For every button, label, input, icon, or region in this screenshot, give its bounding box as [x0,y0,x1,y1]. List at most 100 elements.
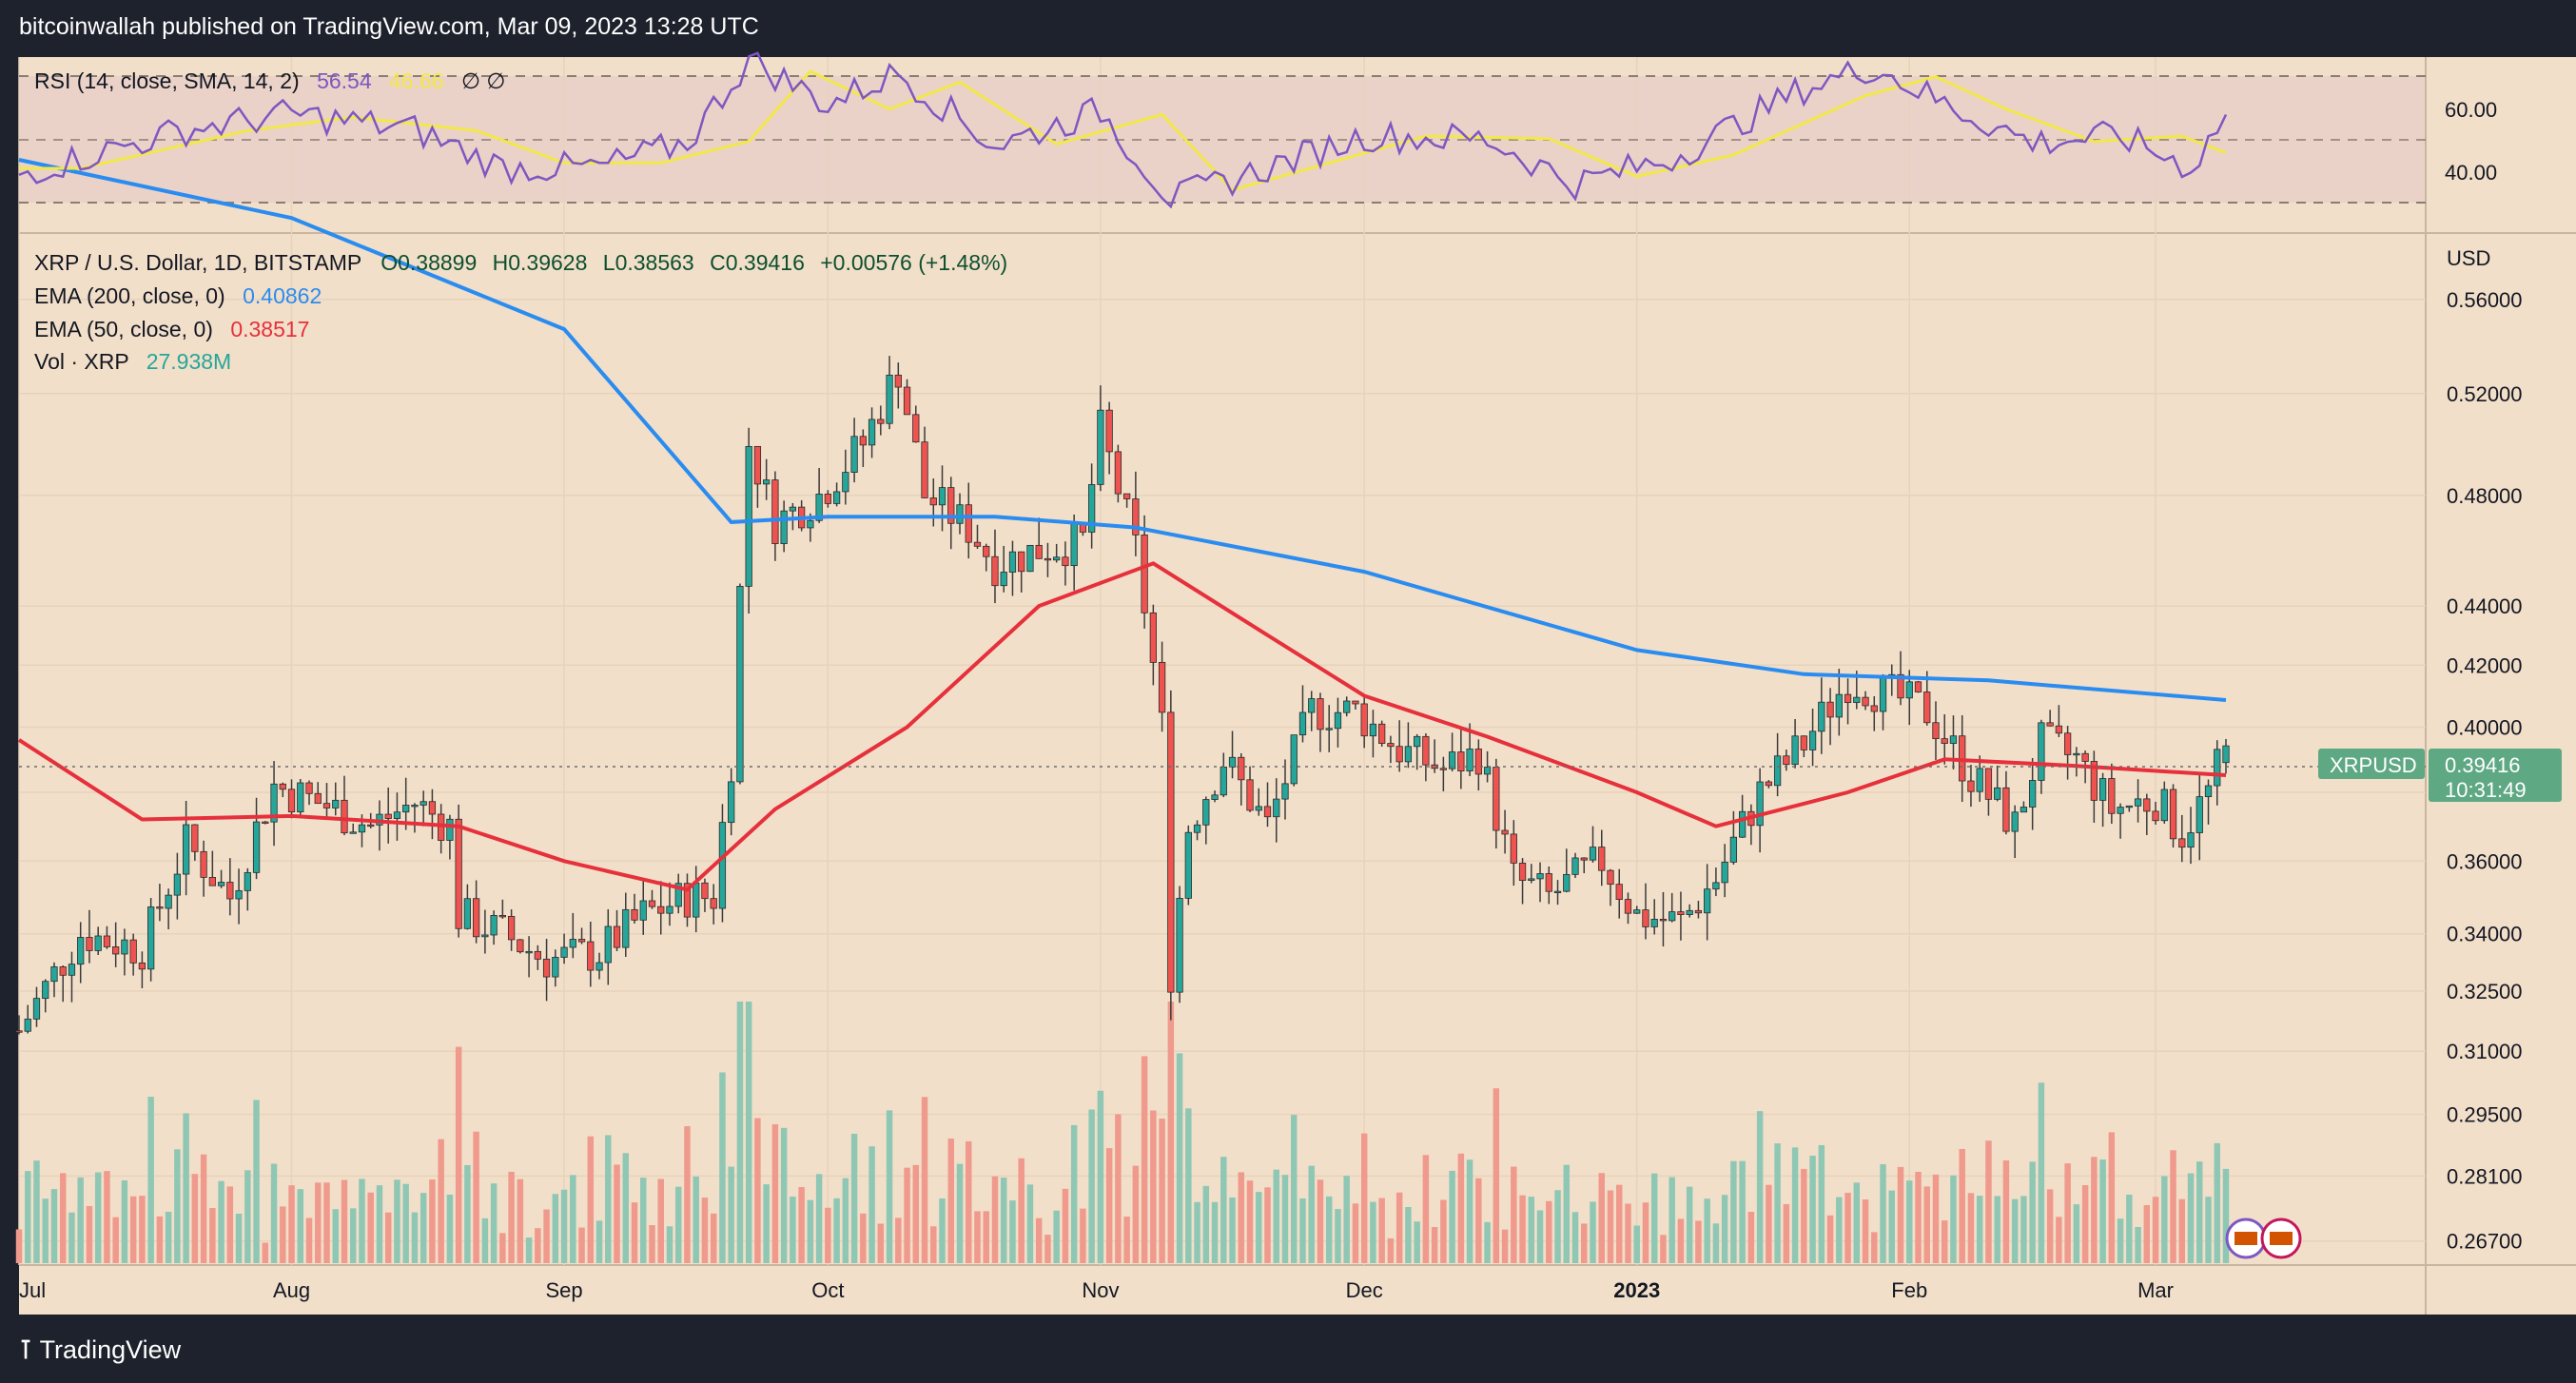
candle-body [1317,698,1324,730]
candle-body [1378,723,1386,744]
time-tick-label: Dec [1346,1278,1383,1302]
candle-body [2046,722,2054,727]
price-tick-label: 0.42000 [2447,653,2523,677]
volume-bar [1528,1197,1535,1263]
candle-body [200,850,207,878]
candle-body [674,883,682,907]
volume-bar [1026,1184,1034,1263]
volume-bar [939,1198,946,1263]
time-tick-label: Sep [545,1278,582,1302]
candle-body [173,873,182,896]
candle-body [736,585,744,783]
candle-body [1642,909,1649,927]
candlesticks [15,356,2230,1035]
volume-bar [1018,1158,1025,1263]
footer: ⊺ TradingView [0,1315,2576,1383]
volume-bar [1862,1199,1869,1263]
volume-bar [815,1174,823,1263]
candle-body [1563,873,1571,892]
candle-body [1976,768,1983,792]
candle-body [2195,796,2203,833]
volume-bar [86,1206,93,1263]
volume-bar [745,1002,752,1263]
price-scale[interactable] [2426,57,2576,1315]
candle-body [1897,673,1904,699]
volume-bar [1932,1174,1940,1263]
volume-bar [1739,1160,1746,1263]
candle-body [1738,810,1747,838]
candle-body [2002,787,2010,832]
legend-symbol: XRP / U.S. Dollar, 1D, BITSTAMP [34,250,361,275]
candle-body [32,998,41,1020]
legend-ohlc: XRP / U.S. Dollar, 1D, BITSTAMP O0.38899… [34,250,1007,275]
time-tick-label: Oct [811,1278,844,1302]
candle-body [1721,861,1728,884]
candle-body [165,894,172,909]
legend-open: O0.38899 [381,250,477,275]
time-axis[interactable]: Jul Aug Sep Oct Nov Dec 2023 Feb Mar [19,1278,2174,1302]
candle-body [2222,745,2230,764]
candle-body [718,822,727,909]
volume-bar [877,1223,885,1263]
volume-bar [2187,1173,2195,1263]
volume-bar [807,1199,814,1263]
volume-bar [1967,1193,1975,1263]
volume-bar [402,1183,409,1263]
candle-body [1149,612,1157,663]
price-tag-box [2429,749,2562,802]
legend-ema50-value: 0.38517 [230,317,309,341]
candle-body [349,831,357,834]
volume-bar [33,1160,40,1263]
volume-bar [614,1164,620,1263]
candle-body [208,877,216,886]
volume-bar [112,1217,119,1263]
volume-bar [1105,1148,1113,1263]
volume-bar [1809,1156,1816,1263]
volume-bar [104,1171,110,1263]
volume-bar [860,1213,867,1263]
candle-body [1439,768,1448,770]
candle-body [666,906,673,914]
candle-body [850,436,858,473]
candle-body [1553,890,1562,894]
legend-ema200-value: 0.40862 [243,283,322,308]
volume-bar [411,1212,419,1263]
candle-body [507,915,516,941]
volume-bar [974,1211,981,1263]
candle-body [411,805,419,808]
volume-bar [68,1212,75,1263]
volume-bar [1150,1110,1157,1263]
volume-bar [1123,1217,1130,1263]
candle-body [1466,749,1473,771]
candle-body [262,821,269,824]
candle-body [1167,711,1175,993]
candle-body [2073,752,2080,756]
tradingview-logo[interactable]: ⊺ TradingView [19,1335,181,1365]
candle-body [1211,794,1219,800]
price-tick-label: 0.31000 [2447,1040,2523,1063]
candle-body [577,939,586,943]
volume-bar [640,1178,647,1263]
volume-bar [1906,1180,1913,1263]
legend-low: L0.38563 [603,250,694,275]
event-flags[interactable] [2225,1217,2302,1259]
candle-body [1914,681,1922,692]
candle-body [1659,919,1668,922]
price-axis-currency: USD [2447,246,2490,270]
volume-bar [147,1097,154,1263]
volume-bar [2011,1198,2019,1263]
price-tick-label: 0.48000 [2447,484,2523,508]
volume-bar [464,1164,471,1263]
candle-body [1545,873,1552,892]
candle-body [2134,798,2142,807]
volume-bar [262,1242,269,1263]
volume-bar [253,1100,260,1263]
volume-bar [2038,1082,2045,1263]
ema50-line [17,561,2227,892]
volume-bar [1976,1196,1983,1263]
volume-bar [1009,1200,1016,1263]
volume-bar [183,1113,189,1263]
price-tag: XRPUSD 0.39416 10:31:49 [2318,749,2562,802]
rsi-legend-value: 56.54 [317,68,372,93]
